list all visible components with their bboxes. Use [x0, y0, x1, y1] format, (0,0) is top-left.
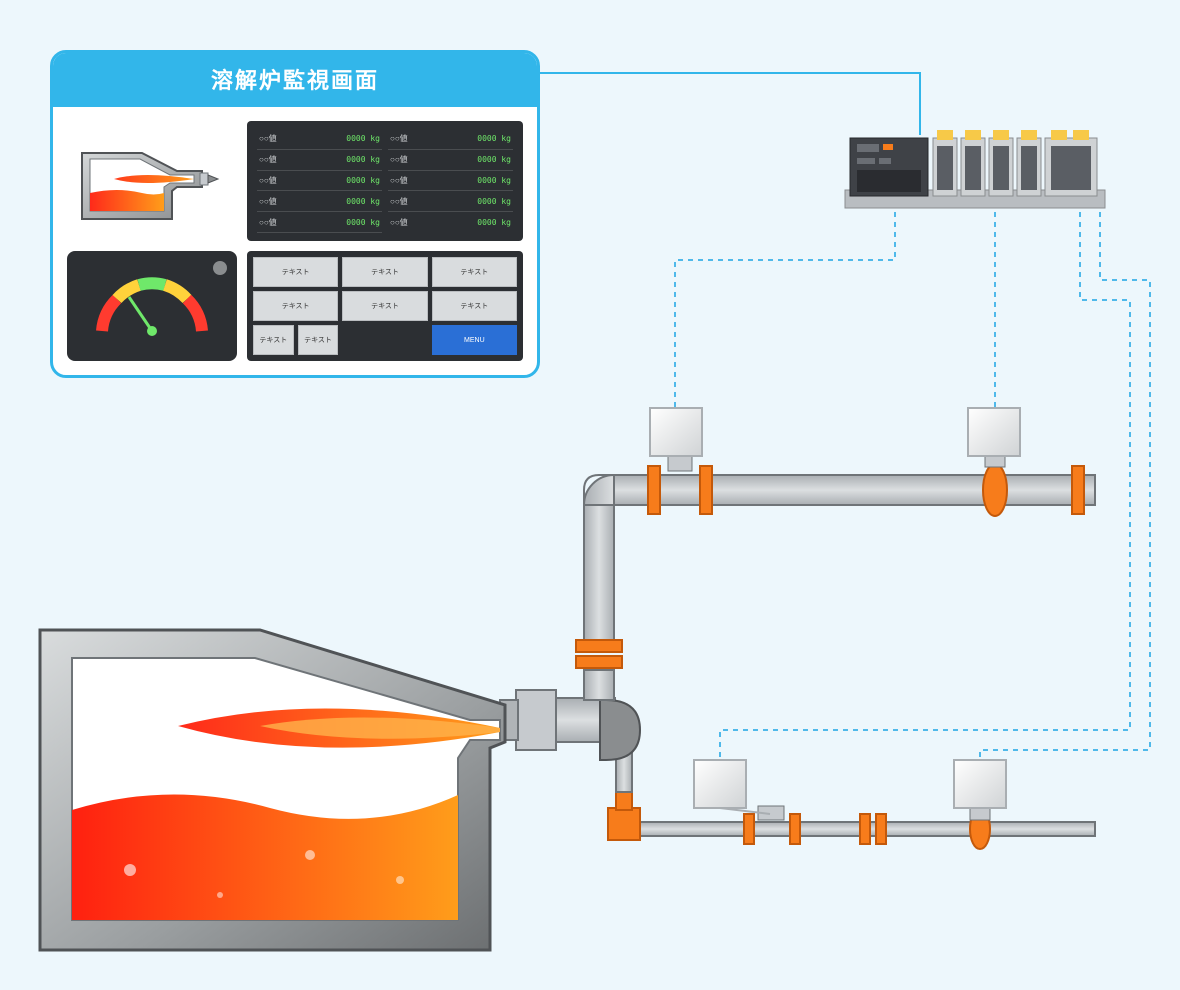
plc-controller — [845, 130, 1105, 208]
wire-plc-to-sensor-1 — [675, 212, 895, 410]
sensor-upper-1 — [650, 408, 702, 471]
sensor-upper-2 — [968, 408, 1020, 467]
burner-assembly — [500, 670, 640, 760]
diagram-canvas: 溶解炉監視画面 — [0, 0, 1180, 990]
sensor-lower-1 — [694, 760, 784, 820]
lower-pipe-fittings — [608, 790, 990, 849]
process-diagram — [0, 0, 1180, 990]
sensor-lower-2 — [954, 760, 1006, 820]
melting-furnace — [40, 630, 505, 950]
wire-hmi-to-plc — [540, 73, 920, 135]
